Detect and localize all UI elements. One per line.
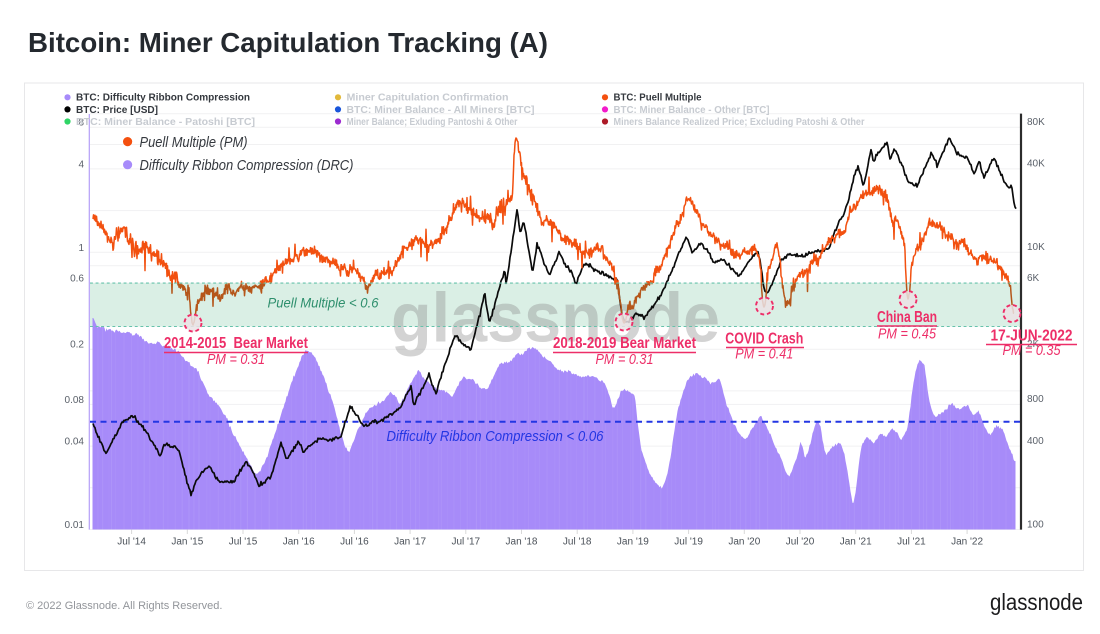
svg-text:Miner Capitulation Confirmatio: Miner Capitulation Confirmation: [347, 93, 509, 104]
svg-text:Jul '20: Jul '20: [786, 537, 815, 548]
svg-text:Jul '18: Jul '18: [563, 537, 592, 548]
svg-text:Miner Balance; Exluding Pantos: Miner Balance; Exluding Pantoshi & Other: [347, 117, 518, 128]
svg-text:PM = 0.41: PM = 0.41: [735, 347, 793, 363]
svg-text:0.6: 0.6: [70, 274, 84, 285]
svg-text:Bitcoin: Miner Capitulation Tr: Bitcoin: Miner Capitulation Tracking (A): [28, 27, 548, 58]
svg-text:Jan '18: Jan '18: [506, 537, 538, 548]
svg-text:Jan '17: Jan '17: [394, 537, 426, 548]
svg-text:Jul '17: Jul '17: [452, 537, 481, 548]
svg-text:2014-2015 Bear Market: 2014-2015 Bear Market: [164, 335, 308, 352]
svg-text:glassnode: glassnode: [990, 589, 1083, 615]
svg-text:PM = 0.31: PM = 0.31: [207, 352, 265, 368]
svg-text:Puell Multiple (PM): Puell Multiple (PM): [140, 135, 248, 151]
svg-text:Puell Multiple < 0.6: Puell Multiple < 0.6: [268, 295, 379, 311]
svg-text:BTC: Miner Balance - Other [BT: BTC: Miner Balance - Other [BTC]: [614, 105, 770, 116]
svg-text:Jan '19: Jan '19: [617, 537, 649, 548]
svg-text:2018-2019 Bear Market: 2018-2019 Bear Market: [553, 335, 696, 352]
svg-text:Jan '15: Jan '15: [171, 537, 203, 548]
svg-text:6K: 6K: [1027, 273, 1040, 284]
svg-text:COVID Crash: COVID Crash: [725, 331, 803, 348]
svg-text:Jul '15: Jul '15: [229, 537, 258, 548]
svg-text:800: 800: [1027, 394, 1044, 405]
svg-text:Jul '14: Jul '14: [117, 537, 146, 548]
svg-text:8: 8: [78, 118, 84, 129]
svg-text:1: 1: [78, 243, 84, 254]
svg-text:Jan '20: Jan '20: [728, 537, 760, 548]
svg-text:PM = 0.31: PM = 0.31: [596, 352, 654, 368]
svg-text:BTC: Miner Balance - Patoshi [: BTC: Miner Balance - Patoshi [BTC]: [76, 117, 255, 128]
svg-text:Difficulty Ribbon Compression: Difficulty Ribbon Compression (DRC): [140, 158, 354, 174]
svg-text:BTC: Difficulty Ribbon Compres: BTC: Difficulty Ribbon Compression: [76, 93, 250, 104]
svg-text:Jan '22: Jan '22: [951, 537, 983, 548]
svg-text:Jan '16: Jan '16: [283, 537, 315, 548]
svg-text:PM = 0.35: PM = 0.35: [1003, 343, 1062, 359]
svg-text:PM = 0.45: PM = 0.45: [878, 327, 937, 343]
svg-text:BTC: Price [USD]: BTC: Price [USD]: [76, 105, 158, 116]
svg-text:17-JUN-2022: 17-JUN-2022: [991, 328, 1073, 345]
svg-text:Jul '16: Jul '16: [340, 537, 369, 548]
svg-text:© 2022 Glassnode. All Rights R: © 2022 Glassnode. All Rights Reserved.: [26, 600, 222, 612]
svg-text:80K: 80K: [1027, 117, 1045, 128]
svg-text:0.01: 0.01: [65, 520, 85, 531]
svg-text:Jan '21: Jan '21: [840, 537, 872, 548]
svg-text:40K: 40K: [1027, 159, 1045, 170]
svg-text:4: 4: [78, 159, 84, 170]
svg-text:Miners Balance Realized Price;: Miners Balance Realized Price; Excluding…: [614, 117, 865, 128]
svg-text:0.04: 0.04: [65, 437, 85, 448]
svg-text:10K: 10K: [1027, 242, 1045, 253]
svg-text:BTC: Miner Balance - All Miner: BTC: Miner Balance - All Miners [BTC]: [347, 105, 535, 116]
svg-text:Jul '19: Jul '19: [674, 537, 703, 548]
svg-text:0.08: 0.08: [65, 395, 85, 406]
svg-text:BTC: Puell Multiple: BTC: Puell Multiple: [614, 93, 703, 104]
svg-text:400: 400: [1027, 436, 1044, 447]
svg-text:China Ban: China Ban: [877, 309, 937, 326]
svg-text:Difficulty Ribbon Compression: Difficulty Ribbon Compression < 0.06: [387, 429, 605, 445]
svg-text:0.2: 0.2: [70, 340, 84, 351]
svg-text:Jul '21: Jul '21: [897, 537, 926, 548]
svg-text:glassnode: glassnode: [391, 279, 720, 357]
svg-text:100: 100: [1027, 519, 1044, 530]
